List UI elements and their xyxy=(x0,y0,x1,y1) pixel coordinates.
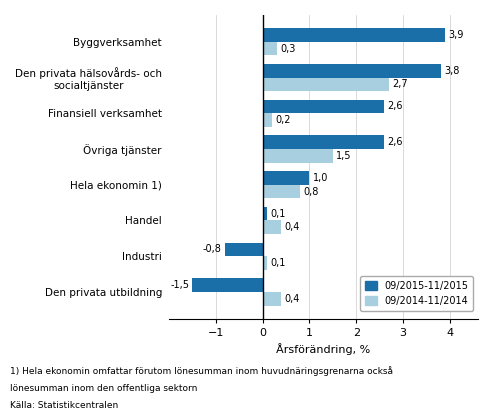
Bar xyxy=(263,28,445,42)
Bar xyxy=(263,136,385,149)
Text: 0,4: 0,4 xyxy=(284,222,300,232)
Text: lönesumman inom den offentliga sektorn: lönesumman inom den offentliga sektorn xyxy=(10,384,197,393)
Text: 0,2: 0,2 xyxy=(275,115,291,125)
Bar xyxy=(263,100,385,113)
Bar xyxy=(263,185,300,198)
Text: 3,8: 3,8 xyxy=(444,66,459,76)
Text: 1,5: 1,5 xyxy=(336,151,352,161)
X-axis label: Årsförändring, %: Årsförändring, % xyxy=(277,343,371,355)
Text: 2,7: 2,7 xyxy=(392,79,408,89)
Text: 0,1: 0,1 xyxy=(271,258,286,268)
Bar xyxy=(263,77,389,91)
Text: 0,8: 0,8 xyxy=(303,186,318,196)
Text: 1) Hela ekonomin omfattar förutom lönesumman inom huvudnäringsgrenarna också: 1) Hela ekonomin omfattar förutom lönesu… xyxy=(10,366,393,376)
Text: 0,4: 0,4 xyxy=(284,294,300,304)
Text: -0,8: -0,8 xyxy=(203,245,222,255)
Bar xyxy=(263,64,441,77)
Text: 2,6: 2,6 xyxy=(387,102,403,111)
Bar xyxy=(225,243,263,256)
Bar xyxy=(263,207,267,220)
Text: Källa: Statistikcentralen: Källa: Statistikcentralen xyxy=(10,401,118,410)
Bar xyxy=(263,113,272,127)
Bar xyxy=(263,42,277,55)
Text: 0,3: 0,3 xyxy=(280,44,295,54)
Bar xyxy=(263,171,310,185)
Bar xyxy=(263,292,282,305)
Bar xyxy=(263,149,333,163)
Bar xyxy=(192,278,263,292)
Text: 1,0: 1,0 xyxy=(313,173,328,183)
Text: 2,6: 2,6 xyxy=(387,137,403,147)
Bar xyxy=(263,220,282,234)
Text: 3,9: 3,9 xyxy=(449,30,464,40)
Text: 0,1: 0,1 xyxy=(271,209,286,219)
Bar xyxy=(263,256,267,270)
Legend: 09/2015-11/2015, 09/2014-11/2014: 09/2015-11/2015, 09/2014-11/2014 xyxy=(360,276,473,311)
Text: -1,5: -1,5 xyxy=(170,280,189,290)
